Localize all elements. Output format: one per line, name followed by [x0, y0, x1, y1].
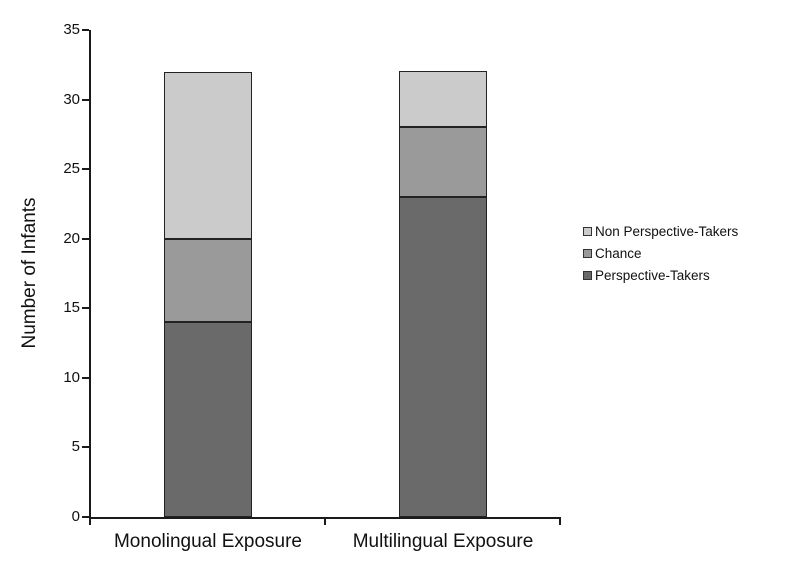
legend-label: Chance: [595, 245, 642, 261]
y-tick-label: 30: [63, 91, 80, 108]
bar-monolingual-exposure: [164, 30, 252, 517]
legend: Non Perspective-Takers Chance Perspective-…: [583, 220, 738, 286]
y-tick: [82, 307, 89, 309]
bar-segment-perspective-takers: [399, 197, 487, 517]
y-tick-label: 20: [63, 230, 80, 247]
x-category-label: Multilingual Exposure: [352, 531, 534, 552]
bar-multilingual-exposure: [399, 30, 487, 517]
y-axis-title: Number of Infants: [19, 197, 40, 349]
x-tick: [559, 519, 561, 525]
legend-item-perspective-takers: Perspective-Takers: [583, 264, 738, 286]
y-axis-line: [89, 30, 91, 519]
legend-swatch-icon: [583, 226, 592, 236]
x-axis-line: [89, 517, 561, 519]
bar-segment-non-perspective-takers: [399, 71, 487, 127]
y-tick: [82, 29, 89, 31]
x-tick: [89, 519, 91, 525]
y-tick: [82, 516, 89, 518]
legend-item-non-perspective-takers: Non Perspective-Takers: [583, 220, 738, 242]
y-tick: [82, 377, 89, 379]
bar-segment-perspective-takers: [164, 322, 252, 517]
x-category-label: Monolingual Exposure: [113, 531, 302, 552]
x-tick: [324, 519, 326, 525]
y-tick-label: 5: [71, 438, 80, 455]
plot-area: [90, 30, 560, 517]
bar-segment-non-perspective-takers: [164, 72, 252, 239]
y-tick-label: 15: [63, 299, 80, 316]
y-tick: [82, 99, 89, 101]
y-tick: [82, 238, 89, 240]
y-tick: [82, 168, 89, 170]
legend-swatch-icon: [583, 248, 592, 258]
legend-swatch-icon: [583, 270, 592, 280]
y-tick-label: 25: [63, 160, 80, 177]
legend-label: Non Perspective-Takers: [595, 223, 739, 239]
y-tick-label: 10: [63, 369, 80, 386]
bar-segment-chance: [399, 127, 487, 197]
legend-label: Perspective-Takers: [595, 267, 710, 283]
y-tick-label: 0: [71, 508, 80, 525]
y-tick-label: 35: [63, 21, 80, 38]
bar-segment-chance: [164, 239, 252, 322]
legend-item-chance: Chance: [583, 242, 738, 264]
y-tick: [82, 446, 89, 448]
